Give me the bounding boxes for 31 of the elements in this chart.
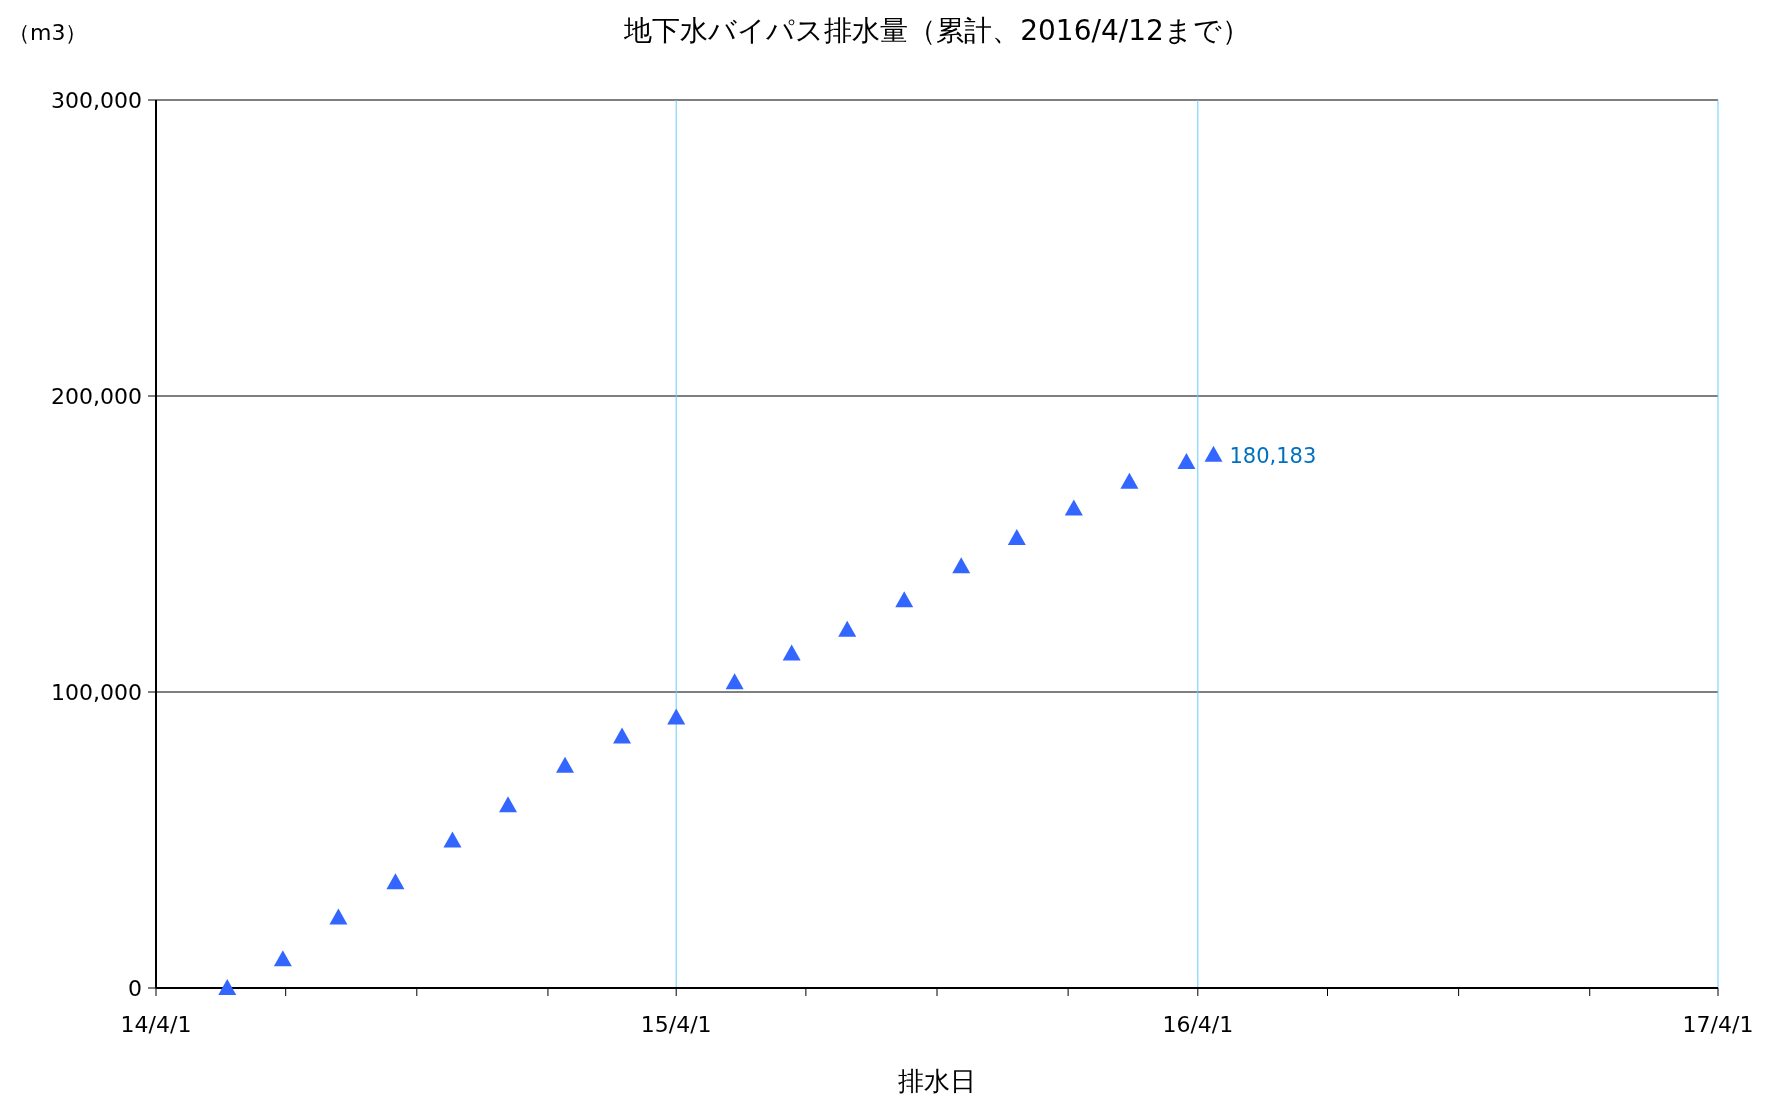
point (667, 708, 686, 725)
point (273, 950, 292, 967)
y-tick-label: 200,000 (51, 384, 142, 409)
point (329, 908, 348, 925)
y-tick-label: 0 (128, 976, 142, 1001)
point (613, 727, 632, 744)
y-axis-title: （m3） (8, 20, 88, 45)
x-tick-label: 17/4/1 (1682, 1012, 1754, 1037)
x-axis-title: 排水日 (898, 1066, 976, 1096)
point (782, 644, 801, 661)
point (386, 873, 405, 890)
point (1204, 445, 1223, 462)
x-tick-label: 14/4/1 (120, 1012, 192, 1037)
data-label: 180,183 (1229, 443, 1317, 468)
y-tick-label: 300,000 (51, 88, 142, 113)
point (218, 979, 237, 995)
point (895, 591, 914, 608)
point (725, 673, 744, 690)
point (556, 756, 575, 773)
x-tick-label: 15/4/1 (640, 1012, 712, 1037)
x-tick-label: 16/4/1 (1162, 1012, 1234, 1037)
point (1064, 499, 1083, 516)
point (1007, 529, 1026, 546)
point (838, 620, 857, 637)
chart-title: 地下水バイパス排水量（累計、2016/4/12まで） (623, 14, 1250, 47)
point (1120, 472, 1139, 489)
point (443, 831, 462, 848)
point (499, 796, 518, 813)
point (1177, 453, 1196, 470)
point (952, 557, 971, 574)
y-tick-label: 100,000 (51, 680, 142, 705)
